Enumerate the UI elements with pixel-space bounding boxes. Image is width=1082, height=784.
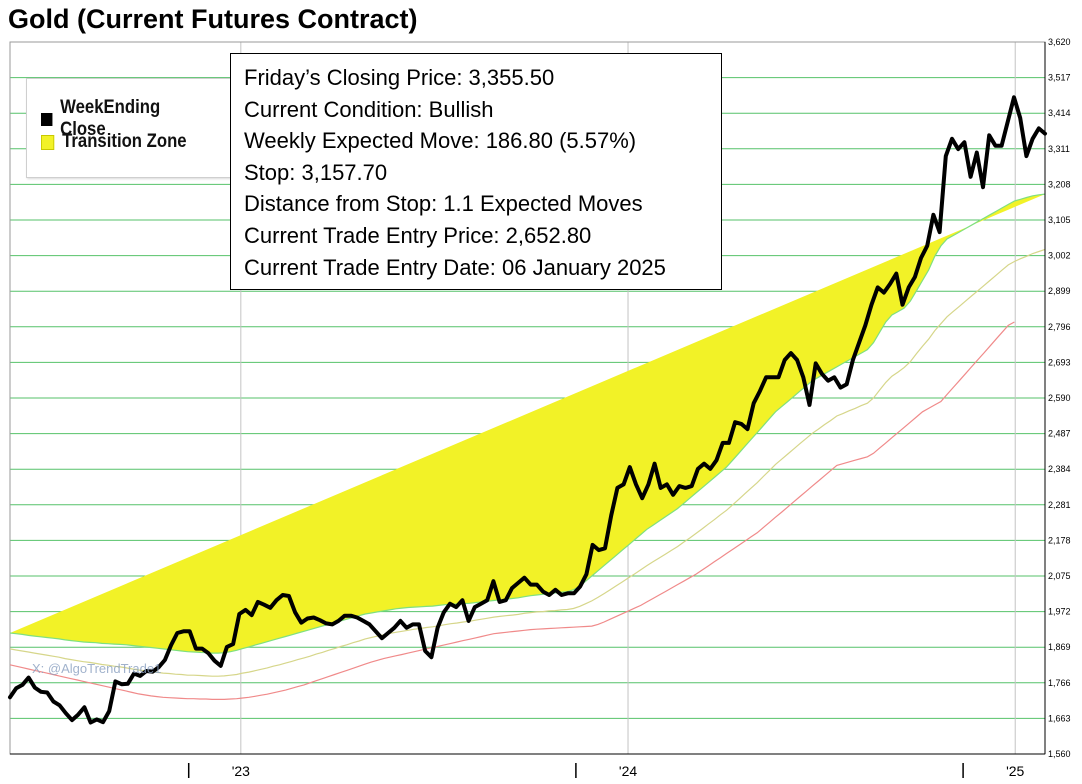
watermark: X: @AlgoTrendTrade1: [32, 661, 162, 676]
y-tick-label: 3,517: [1048, 73, 1071, 83]
legend-entry-zone: Transition Zone: [41, 131, 187, 153]
info-entry-price: Current Trade Entry Price: 2,652.80: [244, 222, 592, 248]
axis-layer: 1,560 1,663 1,766 1,869 1,972 2,075 2,178 2,281…: [10, 37, 1071, 779]
weekly-close-line: [8, 95, 1047, 725]
transition-zone-lower-edge: [9, 321, 1015, 701]
info-closing-price: Friday’s Closing Price: 3,355.50: [244, 65, 555, 90]
y-tick-label: 2,384: [1048, 464, 1071, 474]
close-line-layer: [8, 95, 1047, 725]
transition-zone-band: [10, 194, 1045, 654]
legend-label-close: WeekEnding Close: [60, 97, 161, 140]
x-tick-label: '25: [1006, 763, 1024, 779]
y-tick-label: 2,178: [1048, 535, 1071, 545]
y-tick-label: 2,796: [1048, 322, 1071, 332]
info-entry-date: Current Trade Entry Date: 06 January 202…: [244, 254, 666, 280]
info-condition: Current Condition: Bullish: [244, 96, 494, 122]
y-tick-label: 3,208: [1048, 179, 1071, 189]
legend-label-zone: Transition Zone: [62, 131, 187, 152]
y-tick-label: 3,105: [1048, 215, 1071, 225]
y-tick-label: 1,560: [1048, 749, 1071, 759]
y-tick-label: 1,663: [1048, 713, 1071, 723]
x-tick-label: '24: [619, 763, 637, 779]
legend: WeekEnding Close Transition Zone: [26, 78, 231, 178]
info-distance-from-stop: Distance from Stop: 1.1 Expected Moves: [244, 191, 643, 217]
x-tick-label: '23: [232, 763, 250, 779]
y-tick-label: 2,590: [1048, 393, 1071, 403]
y-tick-label: 3,414: [1048, 108, 1071, 118]
info-stop: Stop: 3,157.70: [244, 159, 388, 185]
y-tick-label: 1,766: [1048, 678, 1071, 688]
transition-zone-midline: [9, 248, 1046, 677]
y-tick-label: 1,869: [1048, 642, 1071, 652]
y-tick-label: 1,972: [1048, 607, 1071, 617]
y-tick-label: 2,693: [1048, 357, 1071, 367]
y-tick-label: 2,281: [1048, 500, 1071, 510]
y-tick-label: 3,002: [1048, 251, 1071, 261]
info-expected-move: Weekly Expected Move: 186.80 (5.57%): [244, 128, 637, 154]
info-box: Friday’s Closing Price: 3,355.50 Current…: [230, 53, 722, 290]
y-tick-label: 2,075: [1048, 571, 1071, 581]
legend-swatch-zone: [41, 134, 55, 150]
y-tick-label: 2,899: [1048, 286, 1071, 296]
legend-swatch-close: [41, 112, 53, 126]
transition-zone-upper-edge: [9, 193, 1046, 654]
y-tick-label: 3,620: [1048, 37, 1071, 47]
chart-title: Gold (Current Futures Contract): [8, 4, 418, 34]
y-tick-label: 3,311: [1048, 144, 1070, 154]
transition-zone-layer: [9, 193, 1046, 701]
y-tick-label: 2,487: [1048, 429, 1071, 439]
legend-entry-close: WeekEnding Close: [41, 97, 207, 141]
